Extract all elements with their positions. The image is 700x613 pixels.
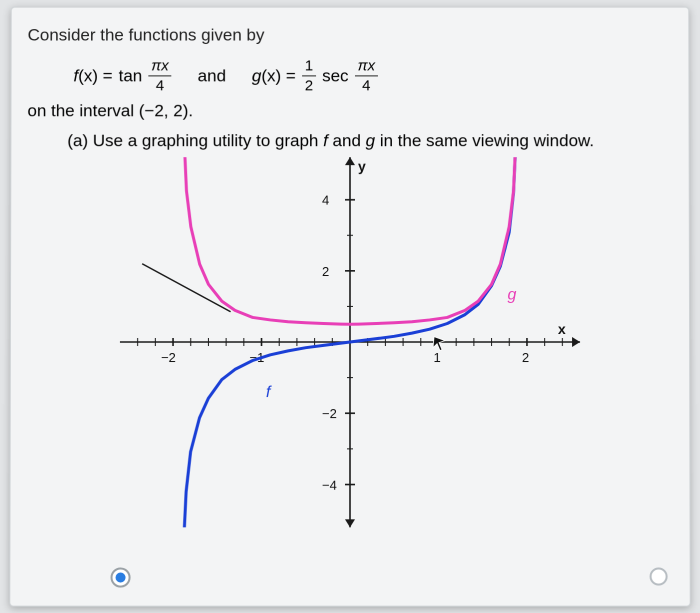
interval-line: on the interval (−2, 2). bbox=[27, 101, 672, 121]
g-var: g bbox=[252, 66, 261, 85]
svg-text:2: 2 bbox=[322, 264, 329, 279]
svg-text:x: x bbox=[558, 321, 566, 337]
svg-text:−4: −4 bbox=[322, 478, 337, 493]
svg-text:−2: −2 bbox=[322, 406, 337, 421]
svg-text:g: g bbox=[507, 286, 516, 303]
part-prefix: (a) Use a graphing utility to graph bbox=[67, 131, 323, 150]
interval-prefix: on the interval bbox=[27, 101, 138, 120]
radio-inner-dot bbox=[116, 573, 126, 583]
graph-svg: −2−112−4−224yxfg bbox=[120, 157, 581, 527]
tan-word: tan bbox=[119, 66, 143, 86]
pix-over-4-a: πx 4 bbox=[148, 59, 172, 94]
problem-intro: Consider the functions given by bbox=[28, 22, 673, 49]
four-den-a: 4 bbox=[153, 77, 167, 94]
problem-page: Consider the functions given by f(x) = t… bbox=[9, 7, 690, 607]
part-suffix: in the same viewing window. bbox=[375, 131, 594, 150]
selected-radio-button[interactable] bbox=[111, 567, 131, 587]
half-num: 1 bbox=[302, 59, 316, 77]
pix-num-b: πx bbox=[355, 59, 379, 77]
svg-text:−2: −2 bbox=[161, 350, 176, 365]
svg-text:4: 4 bbox=[322, 193, 329, 208]
half-den: 2 bbox=[302, 77, 316, 94]
svg-text:2: 2 bbox=[522, 350, 529, 365]
four-den-b: 4 bbox=[359, 77, 373, 94]
pix-over-4-b: πx 4 bbox=[355, 59, 379, 94]
sec-word: sec bbox=[322, 66, 348, 86]
pix-num-a: πx bbox=[148, 59, 172, 77]
interval-text: (−2, 2). bbox=[139, 101, 193, 120]
one-half-frac: 1 2 bbox=[302, 59, 316, 94]
svg-text:f: f bbox=[266, 384, 272, 401]
of-x-2: (x) = bbox=[261, 66, 295, 85]
equations-line: f(x) = tan πx 4 and g(x) = 1 2 sec πx 4 bbox=[73, 59, 672, 94]
part-mid: and bbox=[328, 131, 366, 150]
of-x-1: (x) = bbox=[78, 66, 112, 85]
svg-text:1: 1 bbox=[433, 350, 440, 365]
unselected-radio-button[interactable] bbox=[650, 567, 668, 585]
and-word: and bbox=[198, 66, 226, 86]
svg-text:y: y bbox=[358, 158, 366, 174]
g-sym: g bbox=[366, 131, 375, 150]
part-a-line: (a) Use a graphing utility to graph f an… bbox=[67, 131, 672, 151]
chart-wrap: −2−112−4−224yxfg bbox=[26, 157, 673, 527]
